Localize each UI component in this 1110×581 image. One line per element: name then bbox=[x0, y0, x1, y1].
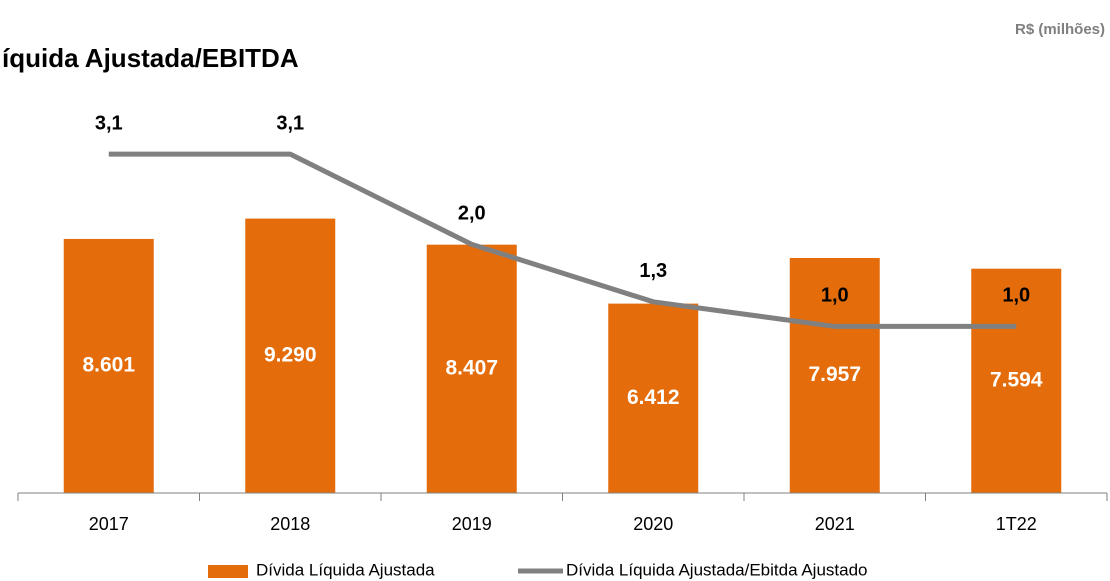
line-value-label: 2,0 bbox=[458, 203, 486, 225]
legend-label: Dívida Líquida Ajustada/Ebitda Ajustado bbox=[566, 560, 868, 579]
chart-title: íquida Ajustada/EBITDA bbox=[2, 43, 299, 73]
x-tick-label: 2020 bbox=[633, 514, 673, 534]
bar-value-label: 9.290 bbox=[264, 343, 317, 366]
x-tick-label: 1T22 bbox=[996, 514, 1037, 534]
line-value-label: 3,1 bbox=[276, 112, 304, 134]
line-series bbox=[108, 151, 1017, 329]
bar bbox=[245, 218, 336, 493]
x-tick-label: 2018 bbox=[270, 514, 310, 534]
line-value-label: 1,3 bbox=[639, 260, 667, 282]
line-value-label: 1,0 bbox=[821, 285, 849, 307]
x-tick-label: 2017 bbox=[89, 514, 129, 534]
bar-value-label: 8.407 bbox=[445, 356, 498, 379]
legend-swatch bbox=[208, 565, 248, 578]
bar bbox=[63, 238, 154, 493]
line-value-label: 3,1 bbox=[95, 112, 123, 134]
x-tick-label: 2021 bbox=[815, 514, 855, 534]
bar bbox=[971, 268, 1062, 493]
bar-value-label: 7.594 bbox=[990, 368, 1043, 391]
line-value-label: 1,0 bbox=[1002, 285, 1030, 307]
unit-label: R$ (milhões) bbox=[1015, 21, 1105, 38]
bar-value-label: 6.412 bbox=[627, 386, 680, 409]
x-tick-label: 2019 bbox=[452, 514, 492, 534]
bar-value-label: 8.601 bbox=[82, 354, 135, 377]
legend-label: Dívida Líquida Ajustada bbox=[256, 560, 435, 579]
bar bbox=[426, 244, 517, 493]
bar bbox=[608, 303, 699, 493]
bar bbox=[789, 257, 880, 493]
bar-value-label: 7.957 bbox=[808, 363, 861, 386]
